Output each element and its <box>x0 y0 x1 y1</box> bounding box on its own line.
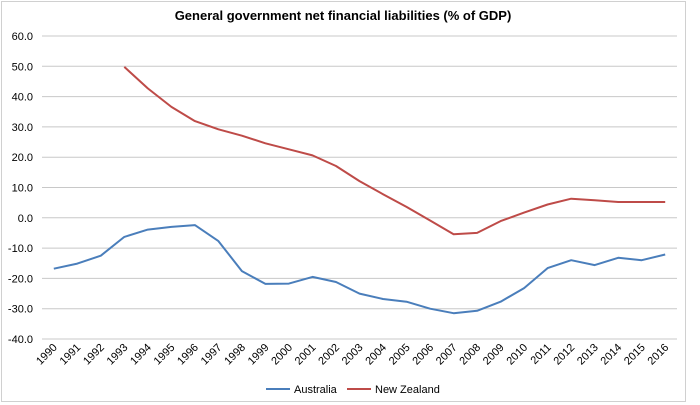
x-tick-label: 1990 <box>34 342 60 368</box>
x-tick-label: 2001 <box>293 342 319 368</box>
y-tick-label: -10.0 <box>8 243 33 255</box>
x-tick-label: 2012 <box>551 342 577 368</box>
legend-label: Australia <box>294 384 338 396</box>
y-tick-label: 50.0 <box>12 61 33 73</box>
x-tick-label: 1997 <box>199 342 225 368</box>
x-tick-label: 1991 <box>58 342 84 368</box>
x-tick-label: 2003 <box>340 342 366 368</box>
y-tick-label: 20.0 <box>12 152 33 164</box>
x-tick-label: 2006 <box>410 342 436 368</box>
x-tick-label: 1993 <box>105 342 131 368</box>
y-tick-label: -40.0 <box>8 334 33 346</box>
x-tick-label: 2002 <box>316 342 342 368</box>
x-tick-label: 2016 <box>646 342 672 368</box>
chart-frame <box>1 1 686 402</box>
x-tick-label: 2005 <box>387 342 413 368</box>
x-tick-label: 2008 <box>457 342 483 368</box>
x-tick-label: 1992 <box>81 342 107 368</box>
y-tick-label: 60.0 <box>12 31 33 43</box>
x-tick-label: 2009 <box>481 342 507 368</box>
x-tick-label: 2013 <box>575 342 601 368</box>
y-tick-label: 40.0 <box>12 92 33 104</box>
y-tick-label: -30.0 <box>8 304 33 316</box>
x-tick-label: 2007 <box>434 342 460 368</box>
x-tick-label: 2004 <box>363 342 389 368</box>
series-line-australia <box>53 224 666 315</box>
x-tick-label: 2011 <box>529 342 554 367</box>
x-tick-label: 1995 <box>152 342 178 368</box>
legend-label: New Zealand <box>375 384 440 396</box>
x-tick-label: 1994 <box>128 342 154 368</box>
x-tick-label: 2014 <box>599 342 625 368</box>
y-tick-label: 0.0 <box>18 213 33 225</box>
chart-title: General government net financial liabili… <box>175 8 512 23</box>
x-tick-label: 1996 <box>175 342 201 368</box>
x-tick-label: 1999 <box>246 342 272 368</box>
y-tick-label: -20.0 <box>8 273 33 285</box>
x-tick-label: 2010 <box>504 342 530 368</box>
y-tick-label: 30.0 <box>12 122 33 134</box>
x-tick-label: 2015 <box>622 342 648 368</box>
x-tick-label: 2000 <box>269 342 295 368</box>
x-tick-label: 1998 <box>222 342 248 368</box>
y-tick-label: 10.0 <box>12 183 33 195</box>
series-line-new-zealand <box>123 66 666 236</box>
